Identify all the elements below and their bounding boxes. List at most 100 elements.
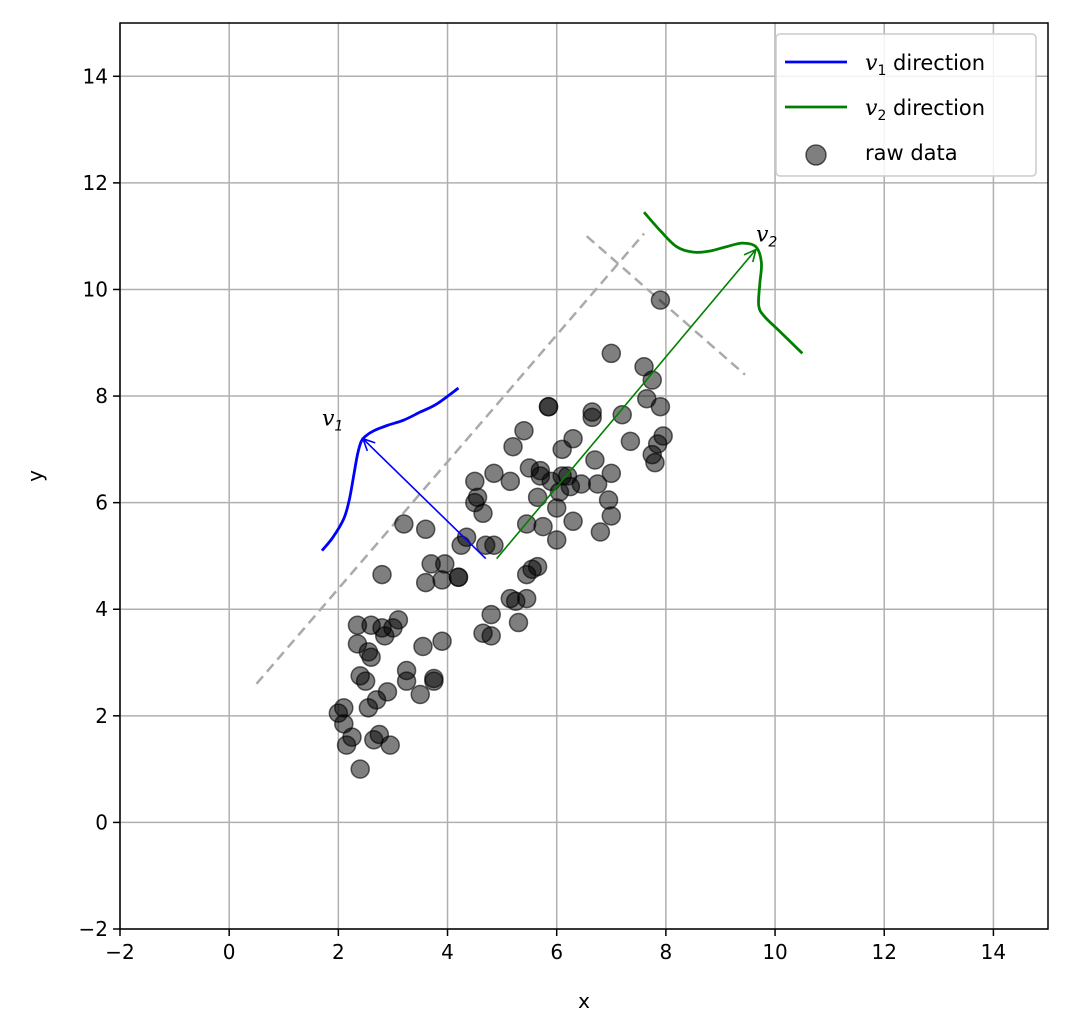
scatter-point [650,290,671,310]
scatter-point [533,516,553,537]
scatter-point [563,428,583,449]
scatter-point [645,452,665,473]
legend-box [775,33,1037,177]
vector-v1-arrowhead [361,437,376,452]
legend-subscript: 1 [877,63,886,79]
scatter-point [396,671,417,691]
x-tick-label: −2 [105,940,134,964]
x-tick-label: 14 [981,940,1006,964]
scatter-point [601,463,622,484]
scatter-point [571,474,592,494]
scatter-point [563,511,583,532]
scatter-point [473,503,493,524]
scatter-point [448,567,469,588]
scatter-point [361,647,381,667]
scatter-point [481,604,501,625]
scatter-point [585,450,605,470]
scatter-point [500,471,521,492]
scatter-point [377,682,398,702]
scatter-point [516,588,537,609]
scatter-point [484,535,504,556]
scatter-point [456,527,477,548]
legend-var: v [865,51,878,76]
scatter-point [481,626,501,646]
legend-marker-swatch [805,144,827,166]
scatter-point [650,396,671,417]
direction-vectors [361,248,758,560]
plot-frame [119,22,1049,930]
vector-v2-shaft [496,248,757,560]
scatter-point [350,666,370,686]
scatter-point [612,404,632,425]
y-tick-label: 2 [95,704,108,728]
scatter-point [546,498,567,518]
scatter-point [432,570,452,590]
dashed-reference-line [255,232,645,685]
scatter-point [435,554,455,574]
scatter-point [653,426,673,446]
y-tick-label: 0 [95,810,108,834]
y-tick-label: 12 [83,171,108,195]
legend-entry-label: v2 direction [865,96,985,124]
scatter-point [598,490,619,510]
scatter-point [415,519,436,540]
scatter-point [601,343,622,364]
density-curve-v2-direction [642,211,804,355]
scatter-point [514,420,534,441]
y-tick-label: 10 [83,277,108,301]
legend-entry-label: raw data [865,141,958,165]
scatter-point [527,556,548,577]
scatter-point [546,530,567,550]
scatter-point [372,564,392,585]
x-axis-label: x [578,989,590,1013]
x-tick-label: 6 [550,940,563,964]
y-tick-label: 8 [95,384,108,408]
x-tick-label: 0 [223,940,236,964]
scatter-point [508,612,529,633]
scatter-point [394,514,414,534]
y-tick-label: −2 [79,917,108,941]
scatter-point [527,487,548,508]
legend-text-rest: direction [886,96,985,120]
scatter-point [601,506,622,526]
scatter-point [342,727,362,747]
vector-v2-arrowhead [743,248,758,263]
scatter-point [415,572,436,593]
scatter-point [432,631,452,651]
y-tick-label: 4 [95,597,108,621]
scatter-point [642,370,662,390]
x-tick-label: 12 [872,940,897,964]
scatter-point [503,436,523,457]
legend-text-rest: direction [886,51,985,75]
y-axis-label: y [23,470,47,482]
scatter-point [538,396,559,417]
x-tick-label: 10 [762,940,787,964]
scatter-point [620,431,641,452]
scatter-point [410,684,430,705]
legend-var: v [865,96,878,121]
annotation-subscript: 2 [768,235,777,251]
scatter-point [388,610,409,630]
scatter-point [350,759,370,779]
x-tick-label: 8 [660,940,673,964]
scatter-point [465,471,485,492]
legend-subscript: 2 [877,108,886,124]
y-tick-label: 6 [95,491,108,515]
scatter-series [328,290,673,779]
scatter-point [484,463,504,484]
scatter-point [347,634,368,654]
x-tick-label: 2 [332,940,345,964]
scatter-point [413,636,433,657]
annotation-subscript: 1 [334,418,343,434]
legend-entry-label: v1 direction [865,51,985,79]
x-tick-label: 4 [441,940,454,964]
vector-v1-shaft [362,438,487,560]
scatter-point [590,522,611,542]
scatter-point [380,735,400,755]
scatter-point [424,671,444,691]
scatter-point [582,402,602,422]
y-tick-label: 14 [83,64,108,88]
